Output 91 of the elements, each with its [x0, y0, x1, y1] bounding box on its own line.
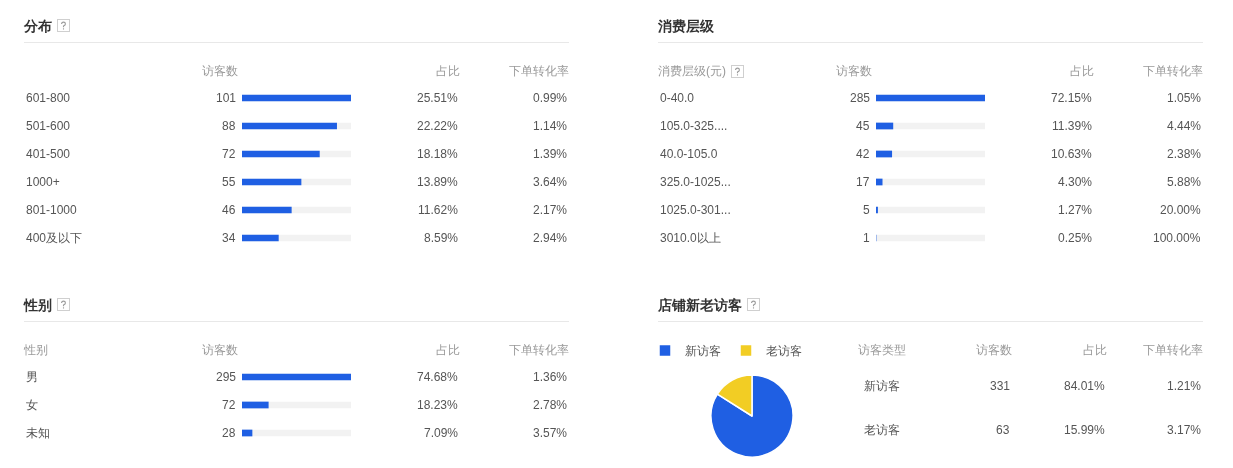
legend-label: 老访客 [766, 344, 802, 359]
y-tick-label: 1000+ [26, 175, 60, 189]
pie-slice [710, 374, 794, 458]
text: 2.38% [1167, 147, 1202, 161]
y-axis-title: 消费层级(元) [658, 63, 726, 79]
bar [876, 178, 883, 186]
text: 7.09% [424, 426, 459, 440]
y-tick-label: 601-800 [26, 91, 71, 105]
y-tick-label: 400及以下 [26, 231, 83, 245]
text: 1.21% [1167, 379, 1202, 393]
text: 消费层级 [658, 17, 714, 34]
text: 15.99% [1064, 423, 1106, 437]
text: 下单转化率 [509, 342, 569, 358]
text: 25.51% [417, 91, 459, 105]
text: 11.62% [418, 203, 459, 217]
y-tick-label: 105.0-325.... [660, 119, 728, 133]
text: 63 [996, 423, 1010, 437]
text: 18.18% [417, 147, 459, 161]
text: 分布 [24, 17, 52, 34]
text: 1.36% [533, 370, 568, 384]
text: 3.57% [533, 426, 568, 440]
data-label: 1 [863, 231, 870, 245]
x-axis-title: 访客数 [202, 63, 238, 79]
y-tick-label: 401-500 [26, 147, 71, 161]
x-axis-title: 访客数 [836, 63, 872, 79]
text: 10.63% [1051, 147, 1093, 161]
data-label: 5 [863, 203, 870, 217]
data-label: 88 [222, 119, 236, 133]
y-tick-label: 801-1000 [26, 203, 78, 217]
text: 1.27% [1058, 203, 1093, 217]
y-tick-label: 1025.0-301... [660, 203, 731, 217]
y-tick-label: 40.0-105.0 [660, 147, 718, 161]
y-axis-title: 性别 [24, 342, 48, 358]
text: 1.14% [533, 119, 568, 133]
text: 访客类型 [858, 342, 906, 358]
data-label: 42 [856, 147, 870, 161]
text: 2.94% [533, 231, 568, 245]
text: 下单转化率 [1143, 342, 1203, 358]
text: 3.17% [1167, 423, 1202, 437]
text: 0.25% [1058, 231, 1093, 245]
text: 3.64% [533, 175, 568, 189]
text: 5.88% [1167, 175, 1202, 189]
y-tick-label: 男 [26, 370, 38, 384]
text: 13.89% [417, 175, 459, 189]
y-tick-label: 501-600 [26, 119, 71, 133]
text: 下单转化率 [509, 63, 569, 79]
text: 4.44% [1167, 119, 1202, 133]
data-label: 295 [216, 370, 237, 384]
text: 22.22% [417, 119, 459, 133]
category-label: 新访客 [864, 379, 900, 393]
text: 18.23% [417, 398, 459, 412]
text: 访客数 [976, 342, 1012, 358]
text: 占比 [436, 342, 460, 358]
data-label: 72 [222, 398, 236, 412]
text: 331 [990, 379, 1011, 393]
data-label: 28 [222, 426, 236, 440]
y-tick-label: 3010.0以上 [660, 231, 721, 245]
text: 下单转化率 [1143, 63, 1203, 79]
data-label: 46 [222, 203, 236, 217]
text: 100.00% [1153, 231, 1201, 245]
text: 2.78% [533, 398, 568, 412]
text: 1.05% [1167, 91, 1202, 105]
text: 0.99% [533, 91, 568, 105]
text: 占比 [436, 63, 460, 79]
data-label: 34 [222, 231, 236, 245]
data-label: 72 [222, 147, 236, 161]
text: 20.00% [1160, 203, 1202, 217]
chart-title: 店铺新老访客 [658, 296, 742, 313]
data-label: 17 [856, 175, 870, 189]
text: 占比 [1083, 342, 1107, 358]
data-label: 45 [856, 119, 870, 133]
x-axis-title: 访客数 [202, 342, 238, 358]
text: 8.59% [424, 231, 459, 245]
text: 74.68% [417, 370, 459, 384]
text: 性别 [24, 296, 52, 313]
text: 4.30% [1058, 175, 1093, 189]
legend-label: 新访客 [685, 344, 721, 359]
y-tick-label: 女 [26, 398, 38, 412]
text: 2.17% [533, 203, 568, 217]
data-label: 101 [216, 91, 237, 105]
text: 11.39% [1052, 119, 1093, 133]
y-tick-label: 0-40.0 [660, 91, 695, 105]
text: 1.39% [533, 147, 568, 161]
text: 占比 [1070, 63, 1094, 79]
category-label: 老访客 [864, 423, 900, 437]
text: 72.15% [1051, 91, 1093, 105]
data-label: 285 [850, 91, 871, 105]
text: 84.01% [1064, 379, 1106, 393]
y-tick-label: 325.0-1025... [660, 175, 731, 189]
data-label: 55 [222, 175, 236, 189]
y-tick-label: 未知 [26, 426, 50, 440]
